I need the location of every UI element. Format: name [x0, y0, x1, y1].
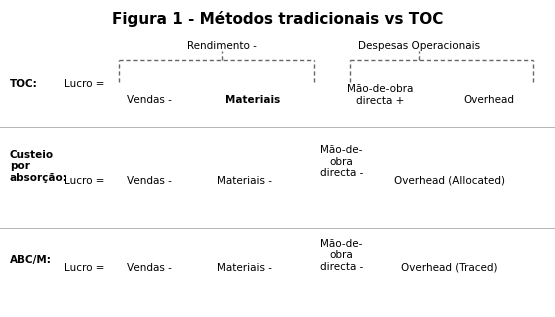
Text: TOC:: TOC:: [10, 79, 38, 89]
Text: Mão-de-obra
directa +: Mão-de-obra directa +: [347, 84, 413, 106]
Text: Lucro =: Lucro =: [64, 79, 104, 89]
Text: Overhead (Allocated): Overhead (Allocated): [394, 176, 505, 186]
Text: Vendas -: Vendas -: [128, 263, 172, 273]
Text: Lucro =: Lucro =: [64, 263, 104, 273]
Text: Overhead (Traced): Overhead (Traced): [401, 263, 498, 273]
Text: Lucro =: Lucro =: [64, 176, 104, 186]
Text: ABC/M:: ABC/M:: [10, 255, 52, 265]
Text: Overhead: Overhead: [463, 95, 514, 105]
Text: Figura 1 - Métodos tradicionais vs TOC: Figura 1 - Métodos tradicionais vs TOC: [112, 11, 443, 27]
Text: Mão-de-
obra
directa -: Mão-de- obra directa -: [320, 145, 363, 178]
Text: Materiais -: Materiais -: [216, 263, 272, 273]
Text: Materiais -: Materiais -: [216, 176, 272, 186]
Text: Vendas -: Vendas -: [128, 176, 172, 186]
Text: Rendimento -: Rendimento -: [187, 41, 257, 51]
Text: Vendas -: Vendas -: [128, 95, 172, 105]
Text: Materiais: Materiais: [225, 95, 280, 105]
Text: Despesas Operacionais: Despesas Operacionais: [358, 41, 480, 51]
Text: Custeio
por
absorção:: Custeio por absorção:: [10, 150, 68, 183]
Text: Mão-de-
obra
directa -: Mão-de- obra directa -: [320, 239, 363, 272]
